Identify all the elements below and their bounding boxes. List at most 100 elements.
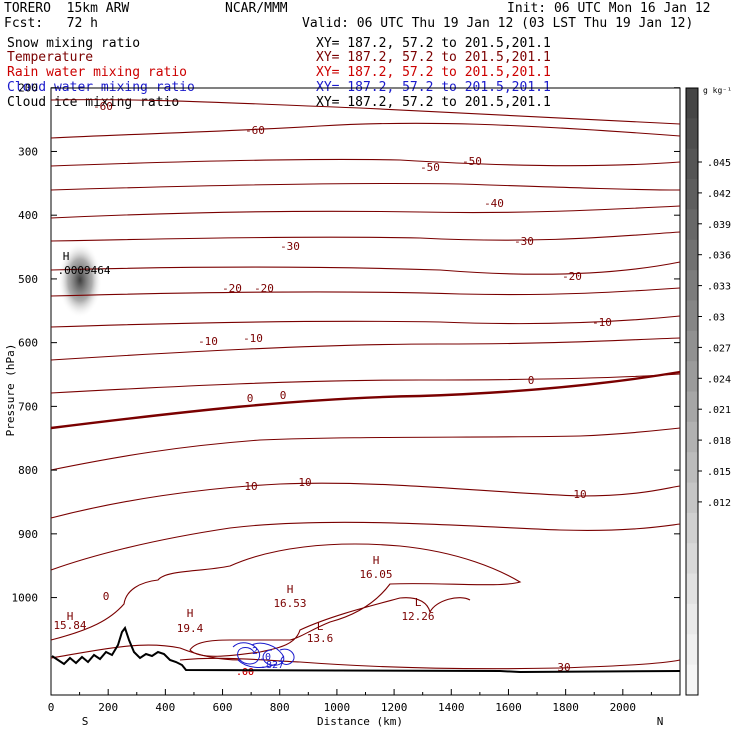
temperature-contour-label: -10 <box>592 316 612 329</box>
colorbar-swatch <box>686 603 698 635</box>
colorbar-swatch <box>686 634 698 666</box>
extremum-marker: H <box>187 607 194 620</box>
legend-temperature: Temperature <box>7 50 94 65</box>
extremum-marker: H <box>287 583 294 596</box>
temperature-contour-label: -50 <box>462 155 482 168</box>
extremum-marker: H <box>373 554 380 567</box>
x-tick-label: 400 <box>155 701 175 714</box>
temperature-contour-label: -60 <box>245 124 265 137</box>
colorbar-swatch <box>686 239 698 271</box>
temperature-contour-label: 0 <box>103 590 110 603</box>
extremum-value: 19.4 <box>177 622 204 635</box>
colorbar-tick-label: .015 <box>707 467 731 478</box>
temperature-contour <box>50 543 522 657</box>
extremum-value: 12.26 <box>401 610 434 623</box>
temperature-contour-label: -30 <box>514 235 534 248</box>
forecast-hour: Fcst: 72 h <box>4 16 98 31</box>
extremum-value: 13.6 <box>307 632 334 645</box>
mixing-ratio-label: .00 <box>236 667 254 678</box>
colorbar-tick-label: .024 <box>707 374 731 385</box>
colorbar-swatch <box>686 391 698 423</box>
legend-temperature-range: XY= 187.2, 57.2 to 201.5,201.1 <box>316 50 551 65</box>
legend-cloud-ice: Cloud ice mixing ratio <box>7 95 180 110</box>
x-tick-label: 1400 <box>438 701 465 714</box>
temperature-contour-label: 10 <box>298 476 311 489</box>
temperature-contour <box>50 427 681 471</box>
colorbar-tick-label: .012 <box>707 498 731 509</box>
temperature-contour <box>50 182 681 191</box>
colorbar-tick-label: .039 <box>707 220 731 231</box>
colorbar-swatch <box>686 300 698 332</box>
temperature-contour-label: 10 <box>244 480 257 493</box>
legend-snow-range: XY= 187.2, 57.2 to 201.5,201.1 <box>316 36 551 51</box>
legend-snow: Snow mixing ratio <box>7 36 141 51</box>
init-time: Init: 06 UTC Mon 16 Jan 12 <box>507 1 711 16</box>
colorbar-tick-label: .042 <box>707 189 731 200</box>
extremum-value: 15.84 <box>53 619 86 632</box>
colorbar-swatch <box>686 88 698 119</box>
temperature-contour <box>50 158 681 167</box>
colorbar-tick-label: .03 <box>707 313 725 324</box>
temperature-contour <box>50 482 681 519</box>
extremum-marker: H <box>67 610 74 623</box>
temperature-contour-label: -20 <box>222 282 242 295</box>
y-tick-label: 600 <box>18 337 38 350</box>
temperature-contour <box>50 122 681 139</box>
colorbar-swatch <box>686 148 698 180</box>
temperature-contour <box>50 231 681 242</box>
temperature-contour <box>50 99 681 125</box>
extremum-marker: H <box>63 250 70 263</box>
colorbar-swatch <box>686 421 698 453</box>
extremum-value: 16.53 <box>273 597 306 610</box>
y-tick-label: 900 <box>18 528 38 541</box>
extremum-marker: L <box>317 620 324 633</box>
temperature-contour-label: -10 <box>243 332 263 345</box>
x-tick-label: 2000 <box>610 701 637 714</box>
valid-time: Valid: 06 UTC Thu 19 Jan 12 (03 LST Thu … <box>302 16 694 31</box>
temperature-contour <box>50 287 681 297</box>
colorbar-swatch <box>686 512 698 544</box>
y-tick-label: 800 <box>18 464 38 477</box>
y-tick-label: 1000 <box>12 592 39 605</box>
y-tick-label: 400 <box>18 209 38 222</box>
terrain-line <box>51 625 681 674</box>
legend-cloud-ice-range: XY= 187.2, 57.2 to 201.5,201.1 <box>316 95 551 110</box>
temperature-contour <box>50 521 681 571</box>
x-tick-label: 1800 <box>552 701 579 714</box>
colorbar-swatch <box>686 664 698 696</box>
x-axis-label: Distance (km) <box>317 715 403 728</box>
colorbar-tick-label: .027 <box>707 343 731 354</box>
temperature-contour-label: -60 <box>93 100 113 113</box>
legend-rain-range: XY= 187.2, 57.2 to 201.5,201.1 <box>316 65 551 80</box>
colorbar-swatch <box>686 118 698 150</box>
colorbar-frame <box>685 87 699 696</box>
snow-mixing-ratio-shading <box>58 242 102 318</box>
model-title: TORERO 15km ARW <box>4 1 130 16</box>
temperature-contour <box>50 370 681 430</box>
temperature-contour <box>50 373 681 394</box>
temperature-contour <box>50 261 681 275</box>
extremum-marker: L <box>415 596 422 609</box>
temperature-contour-label: -30 <box>280 240 300 253</box>
y-tick-label: 700 <box>18 400 38 413</box>
temperature-contour-label: -40 <box>484 197 504 210</box>
x-tick-label: 1000 <box>324 701 351 714</box>
colorbar-unit: g kg⁻¹ <box>703 86 732 95</box>
temperature-contour-label: -50 <box>420 161 440 174</box>
legend-rain: Rain water mixing ratio <box>7 65 188 80</box>
x-tick-label: 800 <box>270 701 290 714</box>
y-tick-label: 500 <box>18 273 38 286</box>
x-end-label-south: S <box>82 715 89 728</box>
temperature-contour-label: 10 <box>573 488 586 501</box>
colorbar-swatch <box>686 330 698 362</box>
extremum-value: .0009464 <box>58 264 111 277</box>
x-tick-label: 1600 <box>495 701 522 714</box>
colorbar-tick-label: .021 <box>707 405 731 416</box>
colorbar-swatch <box>686 179 698 210</box>
colorbar-tick-label: .018 <box>707 436 731 447</box>
temperature-contour <box>179 657 681 670</box>
y-tick-label: 300 <box>18 145 38 158</box>
colorbar-swatch <box>686 209 698 241</box>
mixing-ratio-label: .00 <box>236 667 254 678</box>
